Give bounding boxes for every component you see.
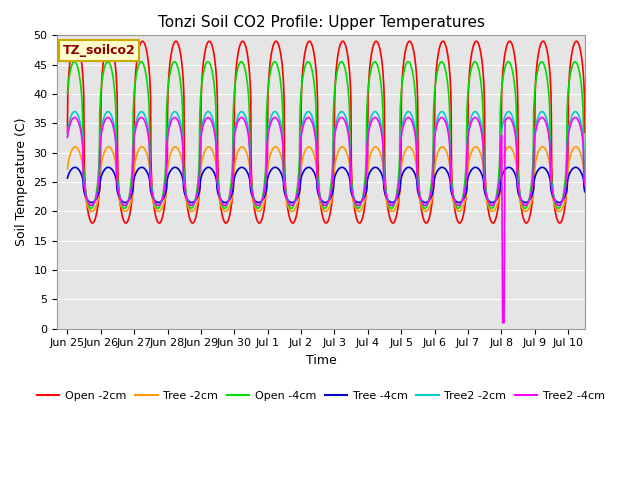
X-axis label: Time: Time [306, 354, 337, 367]
Text: TZ_soilco2: TZ_soilco2 [63, 44, 136, 57]
Y-axis label: Soil Temperature (C): Soil Temperature (C) [15, 118, 28, 246]
Legend: Open -2cm, Tree -2cm, Open -4cm, Tree -4cm, Tree2 -2cm, Tree2 -4cm: Open -2cm, Tree -2cm, Open -4cm, Tree -4… [33, 386, 609, 405]
Title: Tonzi Soil CO2 Profile: Upper Temperatures: Tonzi Soil CO2 Profile: Upper Temperatur… [157, 15, 484, 30]
